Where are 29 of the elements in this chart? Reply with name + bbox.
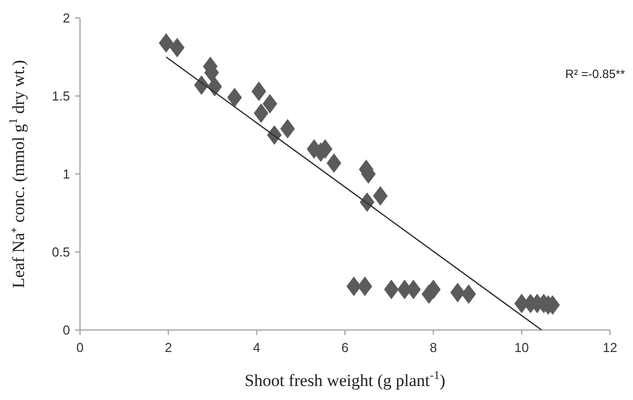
point <box>373 186 388 206</box>
x-axis-title: Shoot fresh weight (g plant$^{-1}$) <box>244 368 446 390</box>
x-tick-label: 4 <box>253 340 260 355</box>
point <box>252 82 266 102</box>
y-tick-label: 1 <box>62 166 70 182</box>
y-tick-label: 0 <box>62 322 70 338</box>
y-tick-label: 1.5 <box>52 88 70 104</box>
y-tick-label: 2 <box>62 10 70 26</box>
y-tick-label: 0.5 <box>52 244 70 260</box>
point <box>158 33 174 53</box>
point <box>207 76 222 96</box>
point <box>280 119 295 139</box>
point <box>358 276 372 296</box>
point <box>227 88 242 108</box>
point <box>170 38 184 58</box>
point <box>346 276 362 296</box>
x-tick-label: 8 <box>430 340 437 355</box>
x-tick-label: 12 <box>602 340 618 355</box>
x-tick-label: 10 <box>514 340 529 355</box>
x-tick-label: 2 <box>164 340 172 355</box>
point <box>450 282 465 302</box>
x-tick-label: 0 <box>76 340 84 355</box>
x-tick-label: 6 <box>341 340 349 355</box>
point <box>384 280 399 300</box>
point <box>461 284 476 304</box>
annotation: R² =-0.85** <box>565 67 626 81</box>
point <box>254 103 268 123</box>
point <box>326 153 342 173</box>
point <box>262 94 278 114</box>
